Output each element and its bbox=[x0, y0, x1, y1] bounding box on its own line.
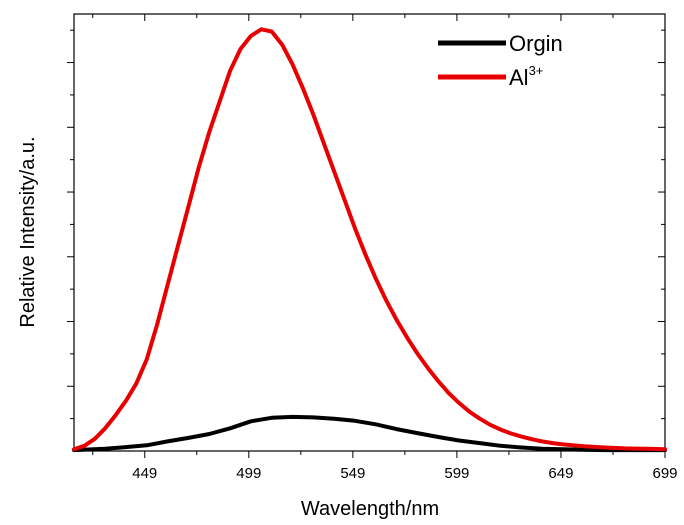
legend-label-orgin: Orgin bbox=[509, 31, 563, 56]
legend: Orgin Al3+ bbox=[438, 31, 563, 90]
y-axis-title: Relative Intensity/a.u. bbox=[17, 136, 39, 327]
x-tick-label: 599 bbox=[444, 465, 469, 482]
legend-label-al3: Al3+ bbox=[509, 63, 543, 90]
x-tick-label: 549 bbox=[340, 465, 365, 482]
x-tick-label: 649 bbox=[548, 465, 573, 482]
series-line-1 bbox=[72, 27, 667, 452]
plot-frame bbox=[73, 13, 666, 452]
series-layer bbox=[72, 27, 667, 453]
axis-ticks: 449 499 549 599 649 699 bbox=[67, 14, 678, 482]
x-tick-label: 699 bbox=[652, 465, 677, 482]
x-tick-label: 499 bbox=[236, 465, 261, 482]
x-axis-title: Wavelength/nm bbox=[301, 498, 439, 520]
series-line-0 bbox=[72, 414, 667, 453]
plot-area bbox=[73, 13, 666, 452]
x-tick-label: 449 bbox=[132, 465, 157, 482]
